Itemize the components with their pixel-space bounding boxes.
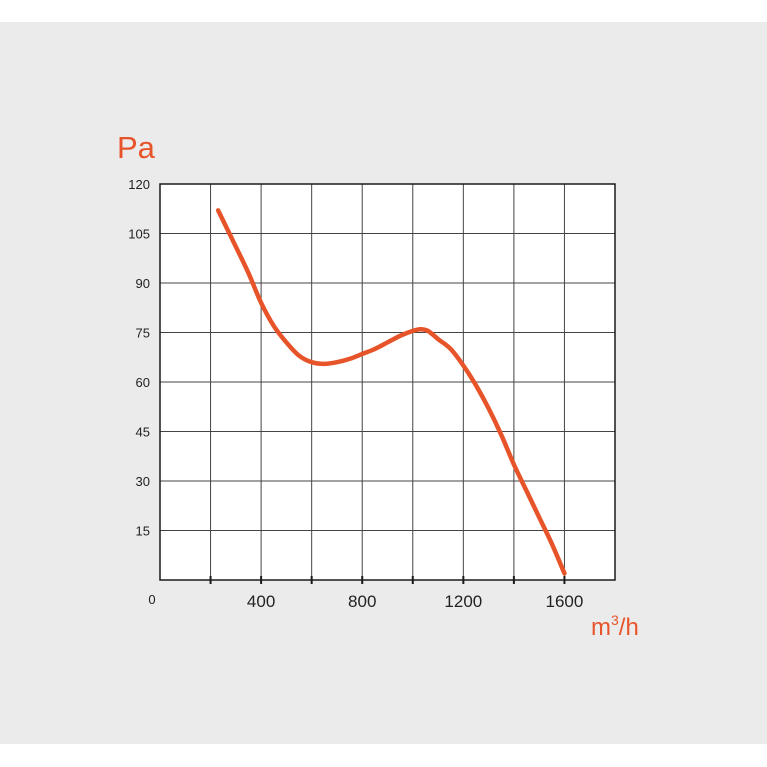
y-tick-label: 30 [136, 474, 150, 489]
pressure-flow-chart: 15 30 45 60 75 90 105 120 400 800 1200 1600 0 Pa m… [117, 130, 639, 641]
x-tick-label: 1200 [444, 592, 482, 611]
pressure-curve [215, 208, 567, 576]
x-unit-base: m [591, 614, 611, 641]
y-tick-label: 75 [136, 326, 150, 341]
chart-panel: 15 30 45 60 75 90 105 120 400 800 1200 1600 0 Pa m… [0, 22, 767, 744]
x-tick-label: 1600 [546, 592, 584, 611]
y-tick-label: 15 [136, 524, 150, 539]
x-unit-superscript: 3 [611, 612, 619, 628]
grid-lines [160, 184, 615, 580]
y-tick-label: 60 [136, 375, 150, 390]
origin-label: 0 [148, 592, 155, 607]
x-tick-labels: 400 800 1200 1600 [247, 592, 583, 611]
y-tick-label: 105 [128, 227, 150, 242]
y-tick-label: 45 [136, 425, 150, 440]
y-tick-label: 120 [128, 177, 150, 192]
plot-border [159, 183, 616, 581]
y-tick-label: 90 [136, 276, 150, 291]
y-axis-unit-label: Pa [117, 130, 156, 165]
x-tick-label: 400 [247, 592, 275, 611]
x-axis-unit-label: m3/h [591, 612, 639, 641]
y-tick-labels: 15 30 45 60 75 90 105 120 [128, 177, 150, 539]
x-tick-label: 800 [348, 592, 376, 611]
x-unit-tail: /h [619, 614, 639, 641]
